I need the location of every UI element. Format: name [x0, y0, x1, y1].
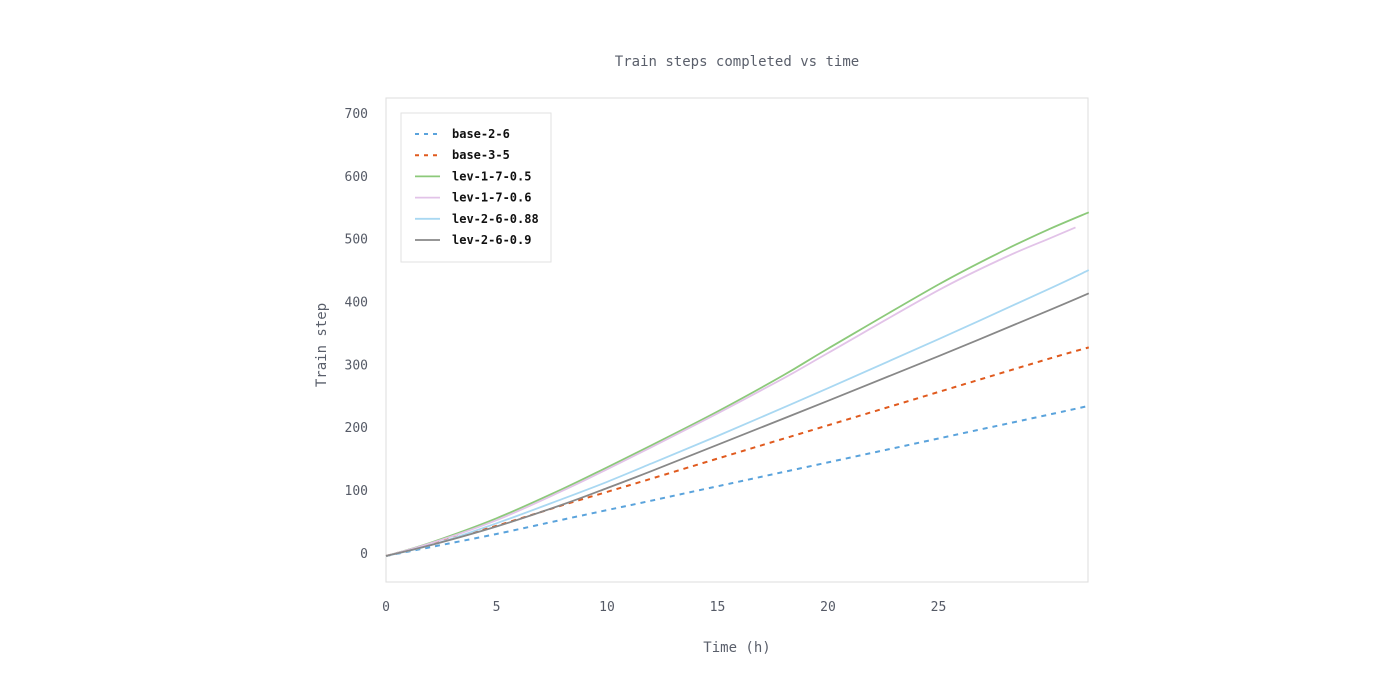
y-tick-label: 600 — [345, 170, 368, 185]
y-tick-label: 300 — [345, 358, 368, 373]
y-tick-label: 700 — [345, 107, 368, 122]
y-axis-title: Train step — [314, 303, 330, 387]
series-line-lev-1-7-0.5 — [385, 211, 1090, 557]
series-line-lev-2-6-0.88 — [385, 269, 1090, 557]
series-layer — [385, 211, 1090, 557]
x-tick-label: 0 — [382, 600, 390, 615]
legend-label: base-2-6 — [452, 127, 510, 141]
y-tick-label: 100 — [345, 484, 368, 499]
y-tick-label: 500 — [345, 233, 368, 248]
legend-label: base-3-5 — [452, 148, 510, 162]
series-line-lev-2-6-0.9 — [385, 292, 1090, 557]
series-line-base-2-6 — [385, 404, 1090, 557]
chart-title: Train steps completed vs time — [615, 54, 859, 70]
series-line-lev-1-7-0.6 — [385, 226, 1076, 557]
x-tick-label: 20 — [820, 600, 836, 615]
x-axis-title: Time (h) — [703, 640, 770, 656]
x-axis-ticks: 0 5 10 15 20 25 — [382, 600, 946, 615]
y-axis-ticks: 0 100 200 300 400 500 600 700 — [345, 107, 368, 562]
x-tick-label: 25 — [931, 600, 947, 615]
plot-area-frame — [385, 97, 1089, 583]
legend: base-2-6 base-3-5 lev-1-7-0.5 lev-1-7-0.6 le… — [400, 112, 552, 263]
y-tick-label: 400 — [345, 296, 368, 311]
x-tick-label: 10 — [599, 600, 615, 615]
legend-label: lev-1-7-0.6 — [452, 191, 531, 205]
legend-box — [400, 112, 552, 263]
x-tick-label: 5 — [493, 600, 501, 615]
y-tick-label: 200 — [345, 421, 368, 436]
x-tick-label: 15 — [710, 600, 726, 615]
y-tick-label: 0 — [360, 547, 368, 562]
legend-label: lev-2-6-0.88 — [452, 212, 539, 226]
legend-label: lev-1-7-0.5 — [452, 169, 531, 183]
legend-items: base-2-6 base-3-5 lev-1-7-0.5 lev-1-7-0.6 le… — [415, 127, 539, 247]
legend-label: lev-2-6-0.9 — [452, 233, 531, 247]
